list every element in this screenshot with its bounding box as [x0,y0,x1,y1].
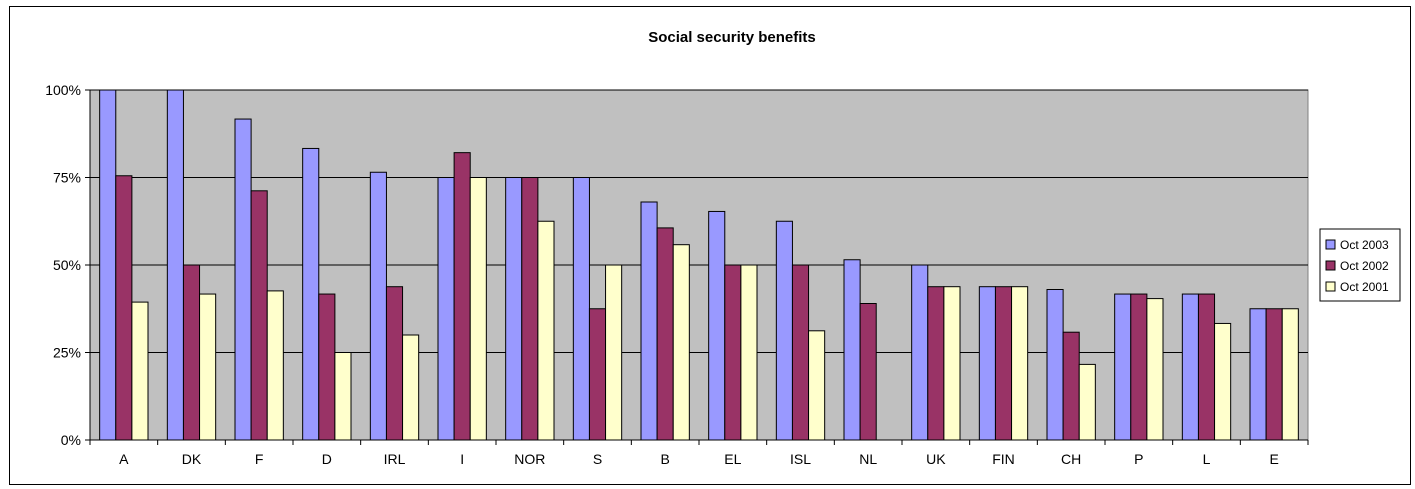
x-tick-label: NL [859,451,877,467]
chart-title: Social security benefits [648,29,816,46]
x-tick-label: P [1134,451,1143,467]
bar [1197,293,1216,441]
bar [505,177,523,441]
bar [1078,363,1096,441]
bar [469,177,487,441]
bar [808,330,826,441]
bar [1265,308,1283,441]
bar [588,308,607,441]
x-tick-label: FIN [992,451,1015,467]
bar [453,152,471,441]
x-tick-label: ISL [790,451,811,467]
bar [994,286,1013,441]
bar [1130,293,1148,441]
bar [911,264,929,441]
bar [385,286,404,441]
x-tick-label: L [1203,451,1211,467]
x-tick-label: S [593,451,602,467]
bar [182,264,201,441]
x-tick-label: I [460,451,464,467]
legend-swatch [1325,239,1336,250]
bar [266,290,284,441]
bar [334,352,352,441]
bar [1011,286,1029,441]
bar-chart: Social security benefits 0% 25% 50% 75% 100%… [45,29,1401,467]
bar [199,293,217,441]
bar [1181,293,1199,441]
bars [99,89,1299,441]
x-tick-label: EL [724,451,741,467]
y-tick-label: 100% [45,82,81,98]
bar [859,303,877,441]
bar [302,147,320,441]
bar [724,264,742,441]
x-tick-label: E [1269,451,1278,467]
legend-label: Oct 2002 [1340,259,1389,273]
x-tick-label: F [255,451,264,467]
x-tick-label: UK [926,451,946,467]
bar [943,286,961,441]
bar [250,190,268,441]
x-axis: A DK F D IRL I NOR S B EL ISL NL UK FIN CH P L E [89,439,1309,467]
bar [166,89,184,441]
bar [708,210,726,441]
bar [537,220,555,441]
y-tick-label: 25% [53,345,81,361]
bar [131,301,149,441]
bar [927,286,945,441]
x-tick-label: D [322,451,332,467]
bar [978,286,996,441]
legend-swatch [1325,281,1336,292]
bar [843,259,861,441]
x-tick-label: NOR [514,451,545,467]
bar [605,264,623,441]
x-tick-label: A [119,451,129,467]
bar [99,89,117,441]
bar [1146,298,1164,441]
bar [115,175,133,441]
bar [1214,322,1232,441]
bar [640,201,658,441]
bar [1046,289,1064,441]
bar [1062,331,1080,441]
bar [572,177,590,441]
legend-label: Oct 2003 [1340,238,1389,252]
legend: Oct 2003 Oct 2002 Oct 2001 [1319,228,1401,302]
chart-frame: Social security benefits 0% 25% 50% 75% 100%… [9,6,1411,485]
bar [775,220,793,441]
bar [369,171,387,441]
bar [521,177,539,441]
bar [740,264,758,441]
y-tick-label: 75% [53,170,81,186]
legend-label: Oct 2001 [1340,280,1389,294]
bar [437,177,455,441]
legend-swatch [1325,260,1336,271]
bar [1114,293,1132,441]
bar [234,118,252,441]
bar [791,264,810,441]
bar [318,293,336,441]
x-tick-label: DK [182,451,202,467]
x-tick-label: CH [1061,451,1081,467]
y-tick-label: 50% [53,257,81,273]
bar [672,244,690,441]
y-tick-label: 0% [61,432,81,448]
y-axis: 0% 25% 50% 75% 100% [45,82,91,448]
gridlines [90,89,1308,353]
x-tick-label: B [660,451,669,467]
x-tick-label: IRL [384,451,406,467]
bar [656,227,674,441]
bar [402,334,420,441]
bar [1249,308,1267,441]
bar [1281,308,1299,441]
